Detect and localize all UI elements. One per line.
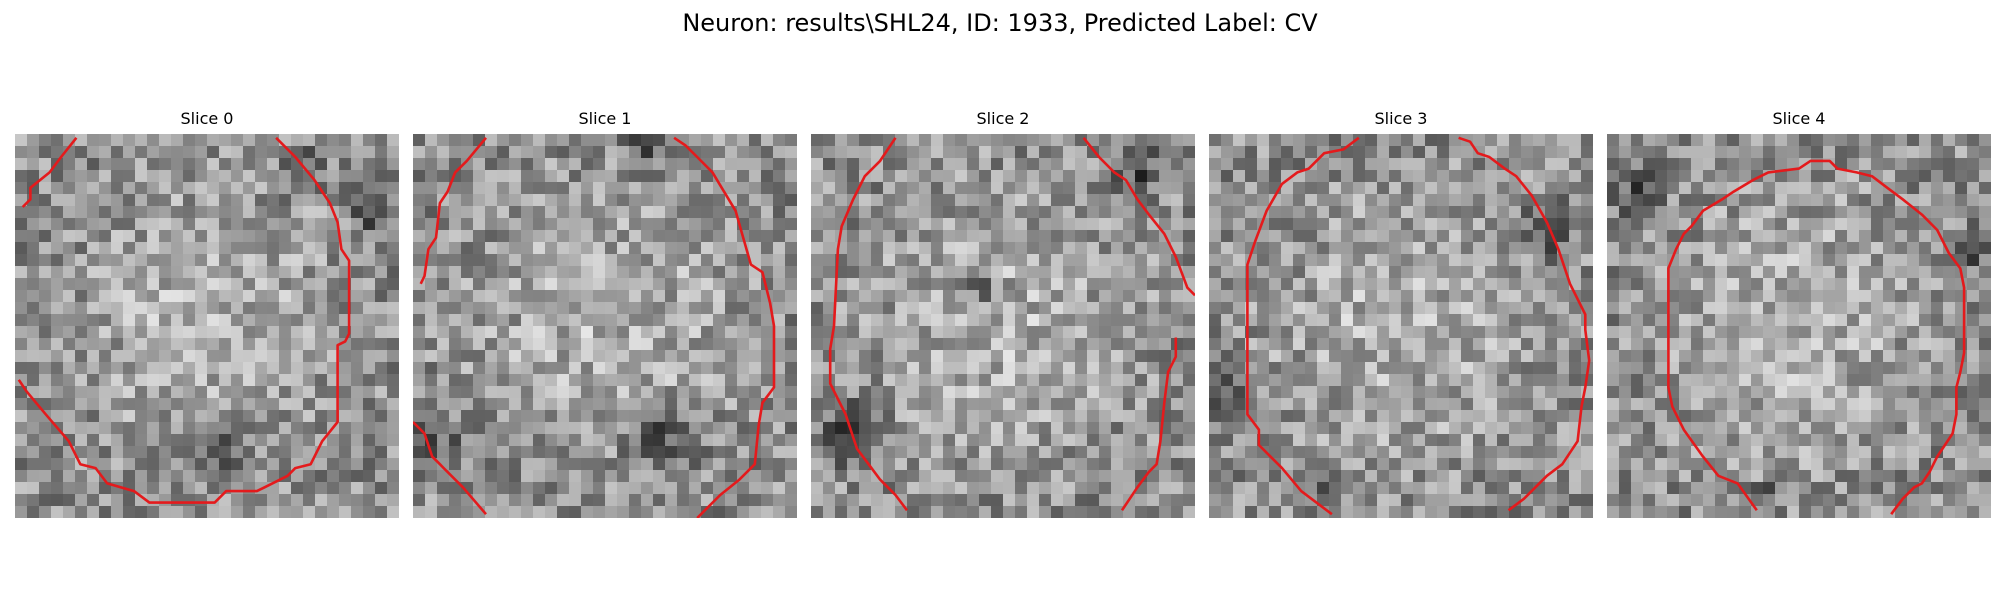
contour-line-3-1 [1458, 136, 1591, 512]
slice-title-0: Slice 0 [180, 109, 234, 128]
contour-line-0-1 [17, 136, 351, 504]
slice-pixels-1 [413, 134, 797, 518]
slice-panel-0: Slice 0 [15, 108, 399, 522]
slice-pixels-4 [1607, 134, 1991, 518]
slice-image-4 [1607, 134, 1991, 518]
contour-line-3-0 [1246, 136, 1360, 516]
slice-image-2 [811, 134, 1195, 518]
contour-line-0-0 [21, 136, 78, 208]
slice-title-3: Slice 3 [1374, 109, 1428, 128]
contour-line-2-0 [828, 137, 909, 512]
slice-panel-4: Slice 4 [1607, 108, 1991, 522]
contour-line-2-2 [1120, 337, 1178, 512]
slice-title-1: Slice 1 [578, 109, 632, 128]
slice-panel-3: Slice 3 [1209, 108, 1593, 522]
slice-image-1 [413, 134, 797, 518]
contour-line-2-1 [1082, 136, 1195, 297]
slice-pixels-2 [811, 134, 1195, 518]
contour-line-1-0 [419, 136, 487, 285]
slice-image-3 [1209, 134, 1593, 518]
slice-title-4: Slice 4 [1772, 109, 1826, 128]
slice-pixels-0 [15, 134, 399, 518]
contour-line-4-0 [1667, 159, 1966, 515]
slice-title-2: Slice 2 [976, 109, 1030, 128]
slice-pixels-3 [1209, 134, 1593, 518]
slice-image-0 [15, 134, 399, 518]
slice-panel-1: Slice 1 [413, 108, 797, 522]
contour-line-1-2 [413, 421, 487, 516]
contour-line-1-1 [673, 136, 776, 518]
figure-title: Neuron: results\SHL24, ID: 1933, Predict… [682, 9, 1318, 37]
slice-panel-2: Slice 2 [811, 108, 1195, 522]
